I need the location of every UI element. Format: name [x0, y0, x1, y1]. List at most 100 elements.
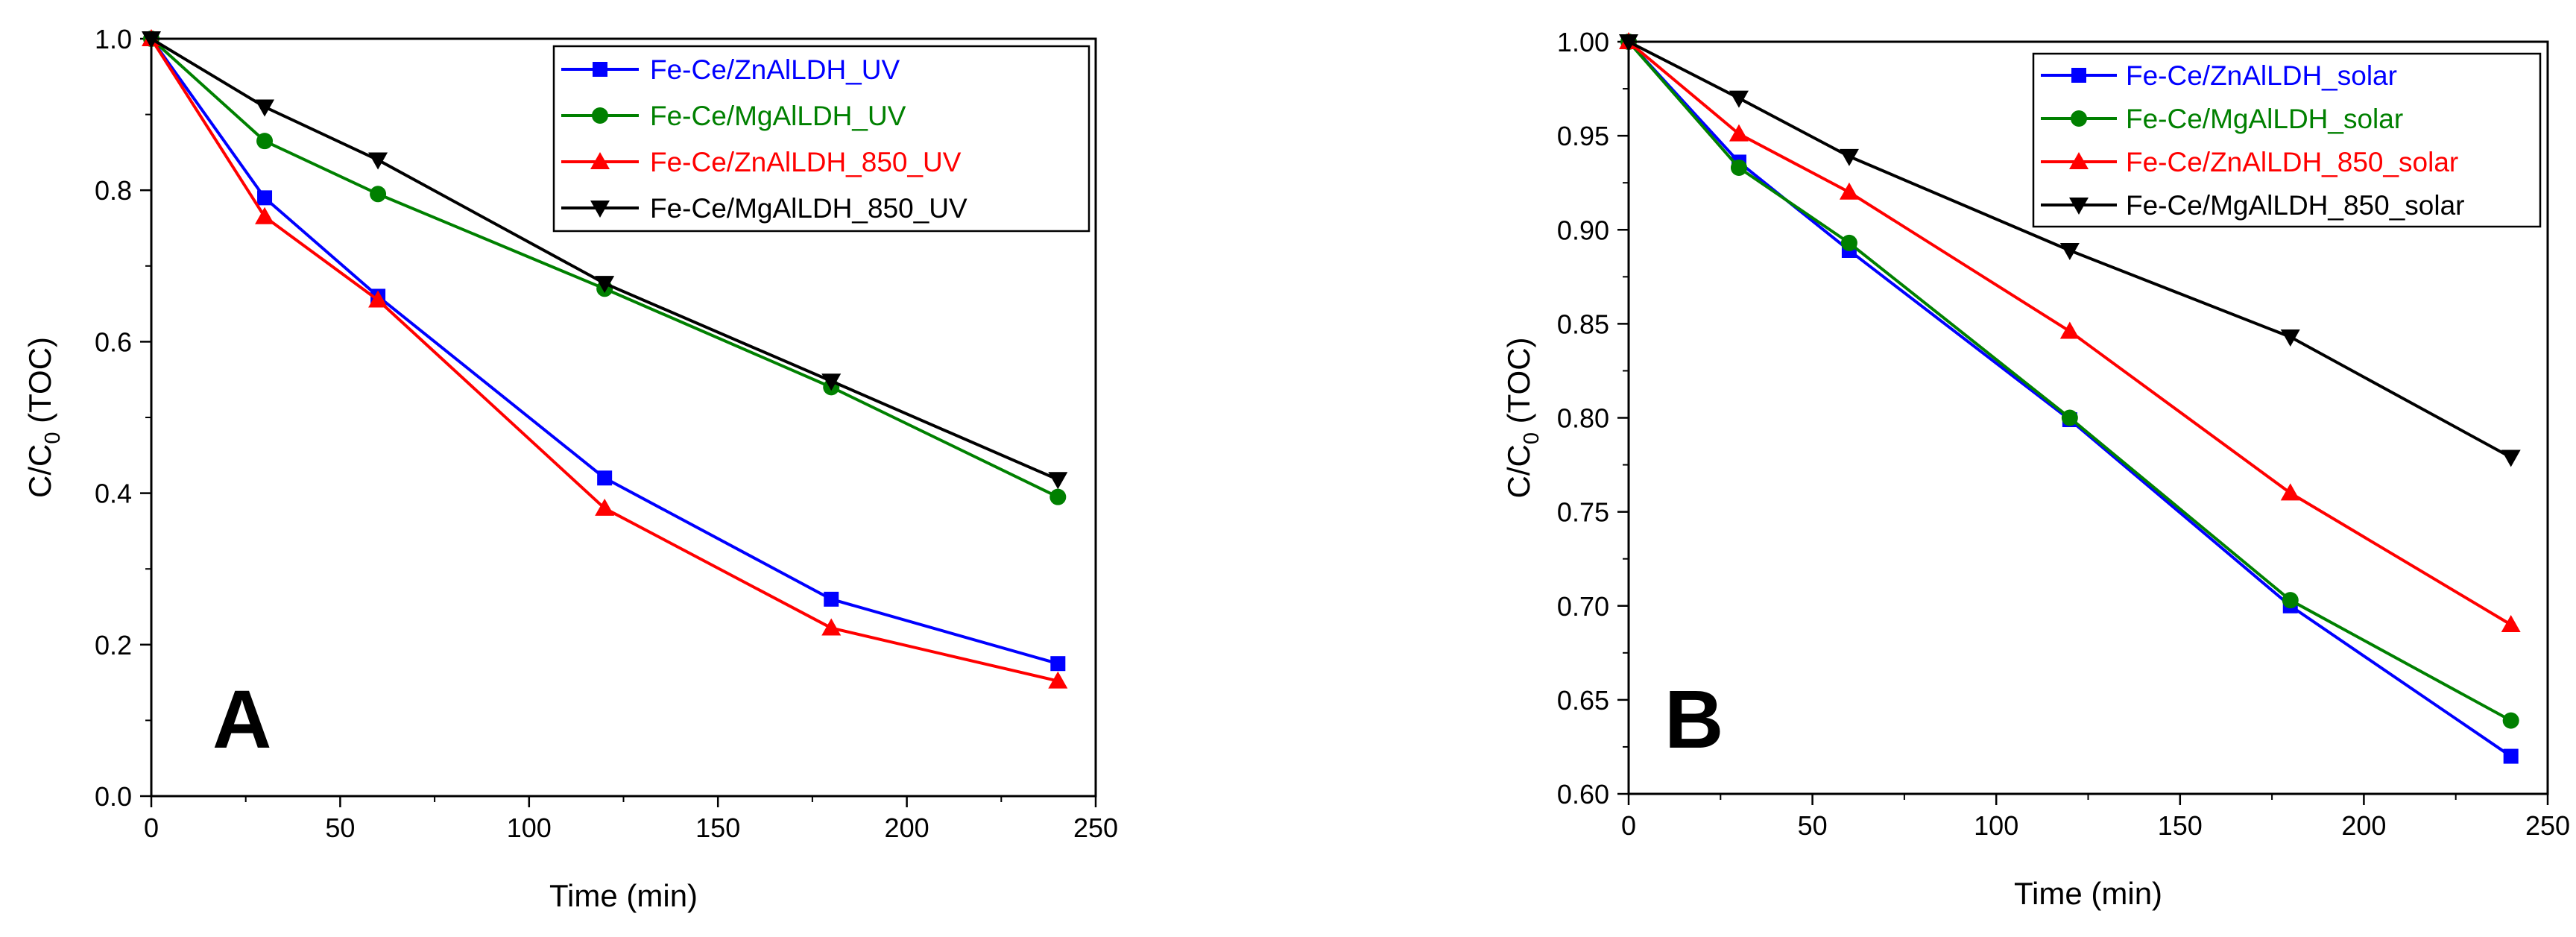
- series-line: [150, 37, 1058, 683]
- x-tick-label: 150: [2158, 810, 2203, 841]
- legend-entry: Fe-Ce/MgAlLDH_850_solar: [2126, 190, 2464, 221]
- data-point: [1729, 90, 1749, 108]
- legend-entry: Fe-Ce/MgAlLDH_850_UV: [650, 193, 967, 224]
- x-tick-label: 250: [1073, 813, 1118, 843]
- y-tick-label: 0.90: [1557, 215, 1609, 245]
- data-point: [1050, 656, 1066, 672]
- series-line: [150, 37, 1058, 666]
- data-point: [370, 186, 387, 203]
- x-tick-label: 200: [2341, 810, 2386, 841]
- y-tick-label: 1.00: [1557, 27, 1609, 57]
- y-tick-label: 0.65: [1557, 685, 1609, 716]
- y-tick-label: 0.6: [95, 326, 132, 357]
- data-point: [2280, 329, 2300, 347]
- data-point: [595, 276, 615, 294]
- series-line: [150, 37, 1059, 499]
- y-axis-label-base: C/C: [1501, 444, 1536, 498]
- series-line: [1628, 40, 2512, 459]
- legend-marker: [590, 152, 610, 169]
- legend-entry: Fe-Ce/MgAlLDH_solar: [2126, 104, 2403, 134]
- data-point: [2503, 748, 2519, 764]
- data-point: [1839, 148, 1859, 166]
- y-axis-label: C/C0 (TOC): [1501, 337, 1544, 498]
- legend-marker: [2071, 68, 2086, 83]
- plot-frame: [150, 37, 1097, 798]
- y-axis-label-base: C/C: [22, 444, 57, 498]
- y-axis-label-subscript: 0: [1520, 432, 1544, 444]
- data-point: [257, 190, 273, 206]
- x-tick-label: 50: [1798, 810, 1828, 841]
- data-point: [2061, 409, 2078, 426]
- plot-frame: [1627, 40, 2549, 795]
- data-point: [2282, 592, 2299, 609]
- y-tick-label: 0.4: [95, 479, 132, 509]
- legend-marker: [2069, 152, 2089, 169]
- legend-marker: [593, 62, 607, 77]
- legend-entry: Fe-Ce/ZnAlLDH_solar: [2126, 60, 2397, 91]
- legend: Fe-Ce/ZnAlLDH_UV Fe-Ce/MgAlLDH_UV Fe-Ce/Zn…: [552, 45, 1090, 233]
- panel-letter: A: [212, 674, 271, 766]
- data-point: [1049, 488, 1067, 505]
- legend-marker: [2071, 110, 2087, 127]
- data-point: [2501, 614, 2521, 632]
- chart-panel-a: 0 50 100 150 200 250 0.0 0.2 0.4 0.6 0.8 1.0 Time (m…: [22, 24, 1118, 913]
- x-tick-label: 250: [2525, 810, 2570, 841]
- y-axis-label-suffix: (TOC): [1501, 337, 1536, 432]
- x-tick-label: 0: [1621, 810, 1636, 841]
- x-tick-label: 150: [695, 813, 740, 843]
- data-point: [597, 470, 613, 486]
- data-point: [256, 133, 274, 150]
- data-point: [1729, 124, 1749, 142]
- legend-box: [2032, 52, 2542, 228]
- series-line: [1627, 40, 2512, 722]
- series-Fe-Ce/ZnAlLDH_850_solar: [1619, 32, 2521, 632]
- data-point: [2501, 449, 2521, 467]
- data-point: [255, 99, 275, 117]
- series-line: [1627, 40, 2512, 626]
- legend-marker: [590, 201, 610, 218]
- y-tick-label: 0.95: [1557, 121, 1609, 151]
- data-point: [2059, 242, 2080, 260]
- y-tick-label: 0.2: [95, 630, 132, 660]
- legend: Fe-Ce/ZnAlLDH_solar Fe-Ce/MgAlLDH_solar Fe…: [2032, 52, 2542, 228]
- y-tick-label: 0.0: [95, 781, 132, 812]
- x-tick-label: 50: [325, 813, 355, 843]
- panel-letter: B: [1664, 674, 1723, 766]
- legend-marker: [2069, 198, 2089, 215]
- data-point: [821, 618, 842, 636]
- series-line: [150, 37, 1059, 482]
- x-axis-label: Time (min): [2014, 876, 2162, 911]
- chart-panel-b: 0 50 100 150 200 250 0.60 0.65 0.70 0.75 0.80 0.85 0…: [1501, 27, 2570, 911]
- legend-marker: [592, 107, 608, 124]
- x-tick-label: 100: [507, 813, 552, 843]
- data-point: [1048, 671, 1068, 689]
- data-point: [2502, 712, 2519, 729]
- x-axis-label: Time (min): [549, 878, 698, 913]
- x-tick-label: 0: [144, 813, 159, 843]
- y-tick-label: 1.0: [95, 24, 132, 54]
- data-point: [255, 206, 275, 224]
- y-tick-label: 0.60: [1557, 779, 1609, 810]
- data-point: [595, 498, 615, 516]
- data-point: [1730, 160, 1747, 177]
- y-tick-label: 0.70: [1557, 591, 1609, 622]
- y-tick-label: 0.85: [1557, 309, 1609, 339]
- data-point: [821, 373, 842, 391]
- data-point: [1839, 182, 1859, 200]
- legend-entry: Fe-Ce/MgAlLDH_UV: [650, 101, 906, 131]
- legend-entry: Fe-Ce/ZnAlLDH_850_solar: [2126, 147, 2458, 177]
- series-line: [1627, 40, 2512, 758]
- data-point: [824, 591, 839, 607]
- legend-box: [552, 45, 1090, 233]
- data-point: [1048, 472, 1068, 490]
- legend-entry: Fe-Ce/ZnAlLDH_UV: [650, 54, 900, 85]
- x-tick-label: 200: [885, 813, 929, 843]
- y-tick-label: 0.80: [1557, 403, 1609, 434]
- series-Fe-Ce/MgAlLDH_850_solar: [1619, 34, 2521, 467]
- y-axis-label-subscript: 0: [41, 432, 65, 444]
- y-tick-label: 0.75: [1557, 497, 1609, 528]
- data-point: [2280, 483, 2300, 501]
- y-axis-label-suffix: (TOC): [22, 337, 57, 432]
- y-axis-label: C/C0 (TOC): [22, 337, 65, 498]
